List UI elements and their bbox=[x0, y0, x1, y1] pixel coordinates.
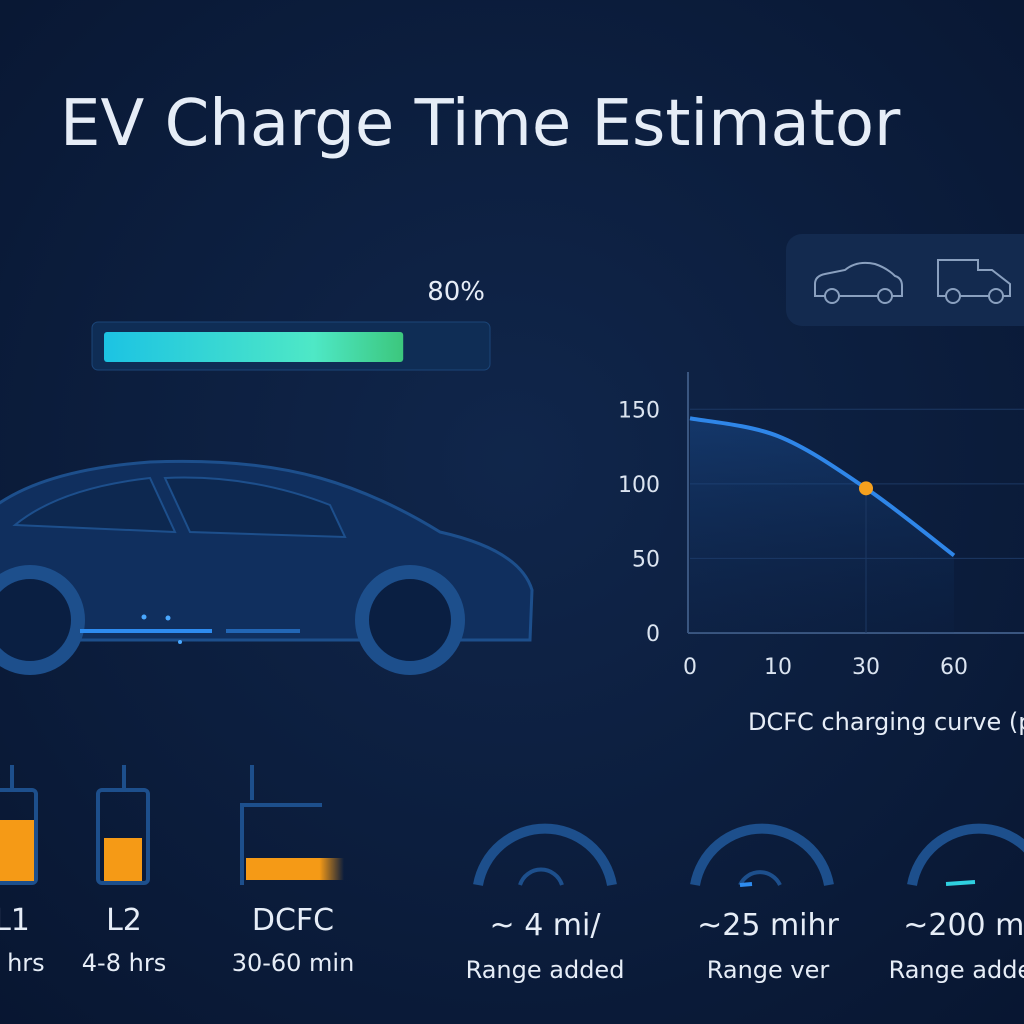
car-illustration bbox=[0, 459, 534, 675]
cards: L1 + hrs L2 4-8 hrs DCFC 30-60 min ~ 4 mi/Rang… bbox=[0, 903, 1024, 984]
charger-name: L2 bbox=[106, 903, 142, 938]
x-tick-label: 10 bbox=[764, 655, 792, 680]
charger-time: 30-60 min bbox=[232, 949, 355, 977]
charger-time: 4-8 hrs bbox=[82, 949, 166, 977]
range-label: Range ver bbox=[707, 956, 830, 984]
x-tick-label: 30 bbox=[852, 655, 880, 680]
y-tick-label: 50 bbox=[632, 547, 660, 572]
battery-label: 80% bbox=[427, 277, 485, 307]
curve-line bbox=[689, 416, 956, 558]
y-tick-label: 150 bbox=[618, 398, 660, 423]
van-icon[interactable] bbox=[937, 259, 1011, 304]
battery-fill bbox=[104, 332, 404, 362]
range-value: ~25 mihr bbox=[697, 908, 839, 943]
charger-icons bbox=[0, 765, 344, 885]
range-label: Range added bbox=[466, 956, 625, 984]
y-tick-label: 0 bbox=[646, 622, 660, 647]
charger-time: + hrs bbox=[0, 949, 45, 977]
x-axis-label: DCFC charging curve (p bbox=[748, 708, 1024, 736]
range-value: ~ 4 mi/ bbox=[490, 908, 602, 943]
curve-area bbox=[690, 418, 954, 633]
chart: 0 50 100 150 0 10 30 60 DCFC charging curve (p bbox=[618, 372, 1024, 736]
charger-name: L1 bbox=[0, 903, 30, 938]
x-tick-label: 0 bbox=[683, 655, 697, 680]
gauges bbox=[473, 823, 1024, 887]
x-tick-label: 60 bbox=[940, 655, 968, 680]
sedan-icon[interactable] bbox=[814, 261, 903, 304]
highlight-point bbox=[859, 481, 873, 496]
range-label: Range added bbox=[889, 956, 1024, 984]
y-tick-label: 100 bbox=[618, 473, 660, 498]
title: EV Charge Time Estimator bbox=[60, 87, 901, 161]
charger-name: DCFC bbox=[252, 903, 334, 938]
range-value: ~200 mi bbox=[903, 908, 1024, 943]
vehicle-selector[interactable] bbox=[786, 234, 1024, 326]
